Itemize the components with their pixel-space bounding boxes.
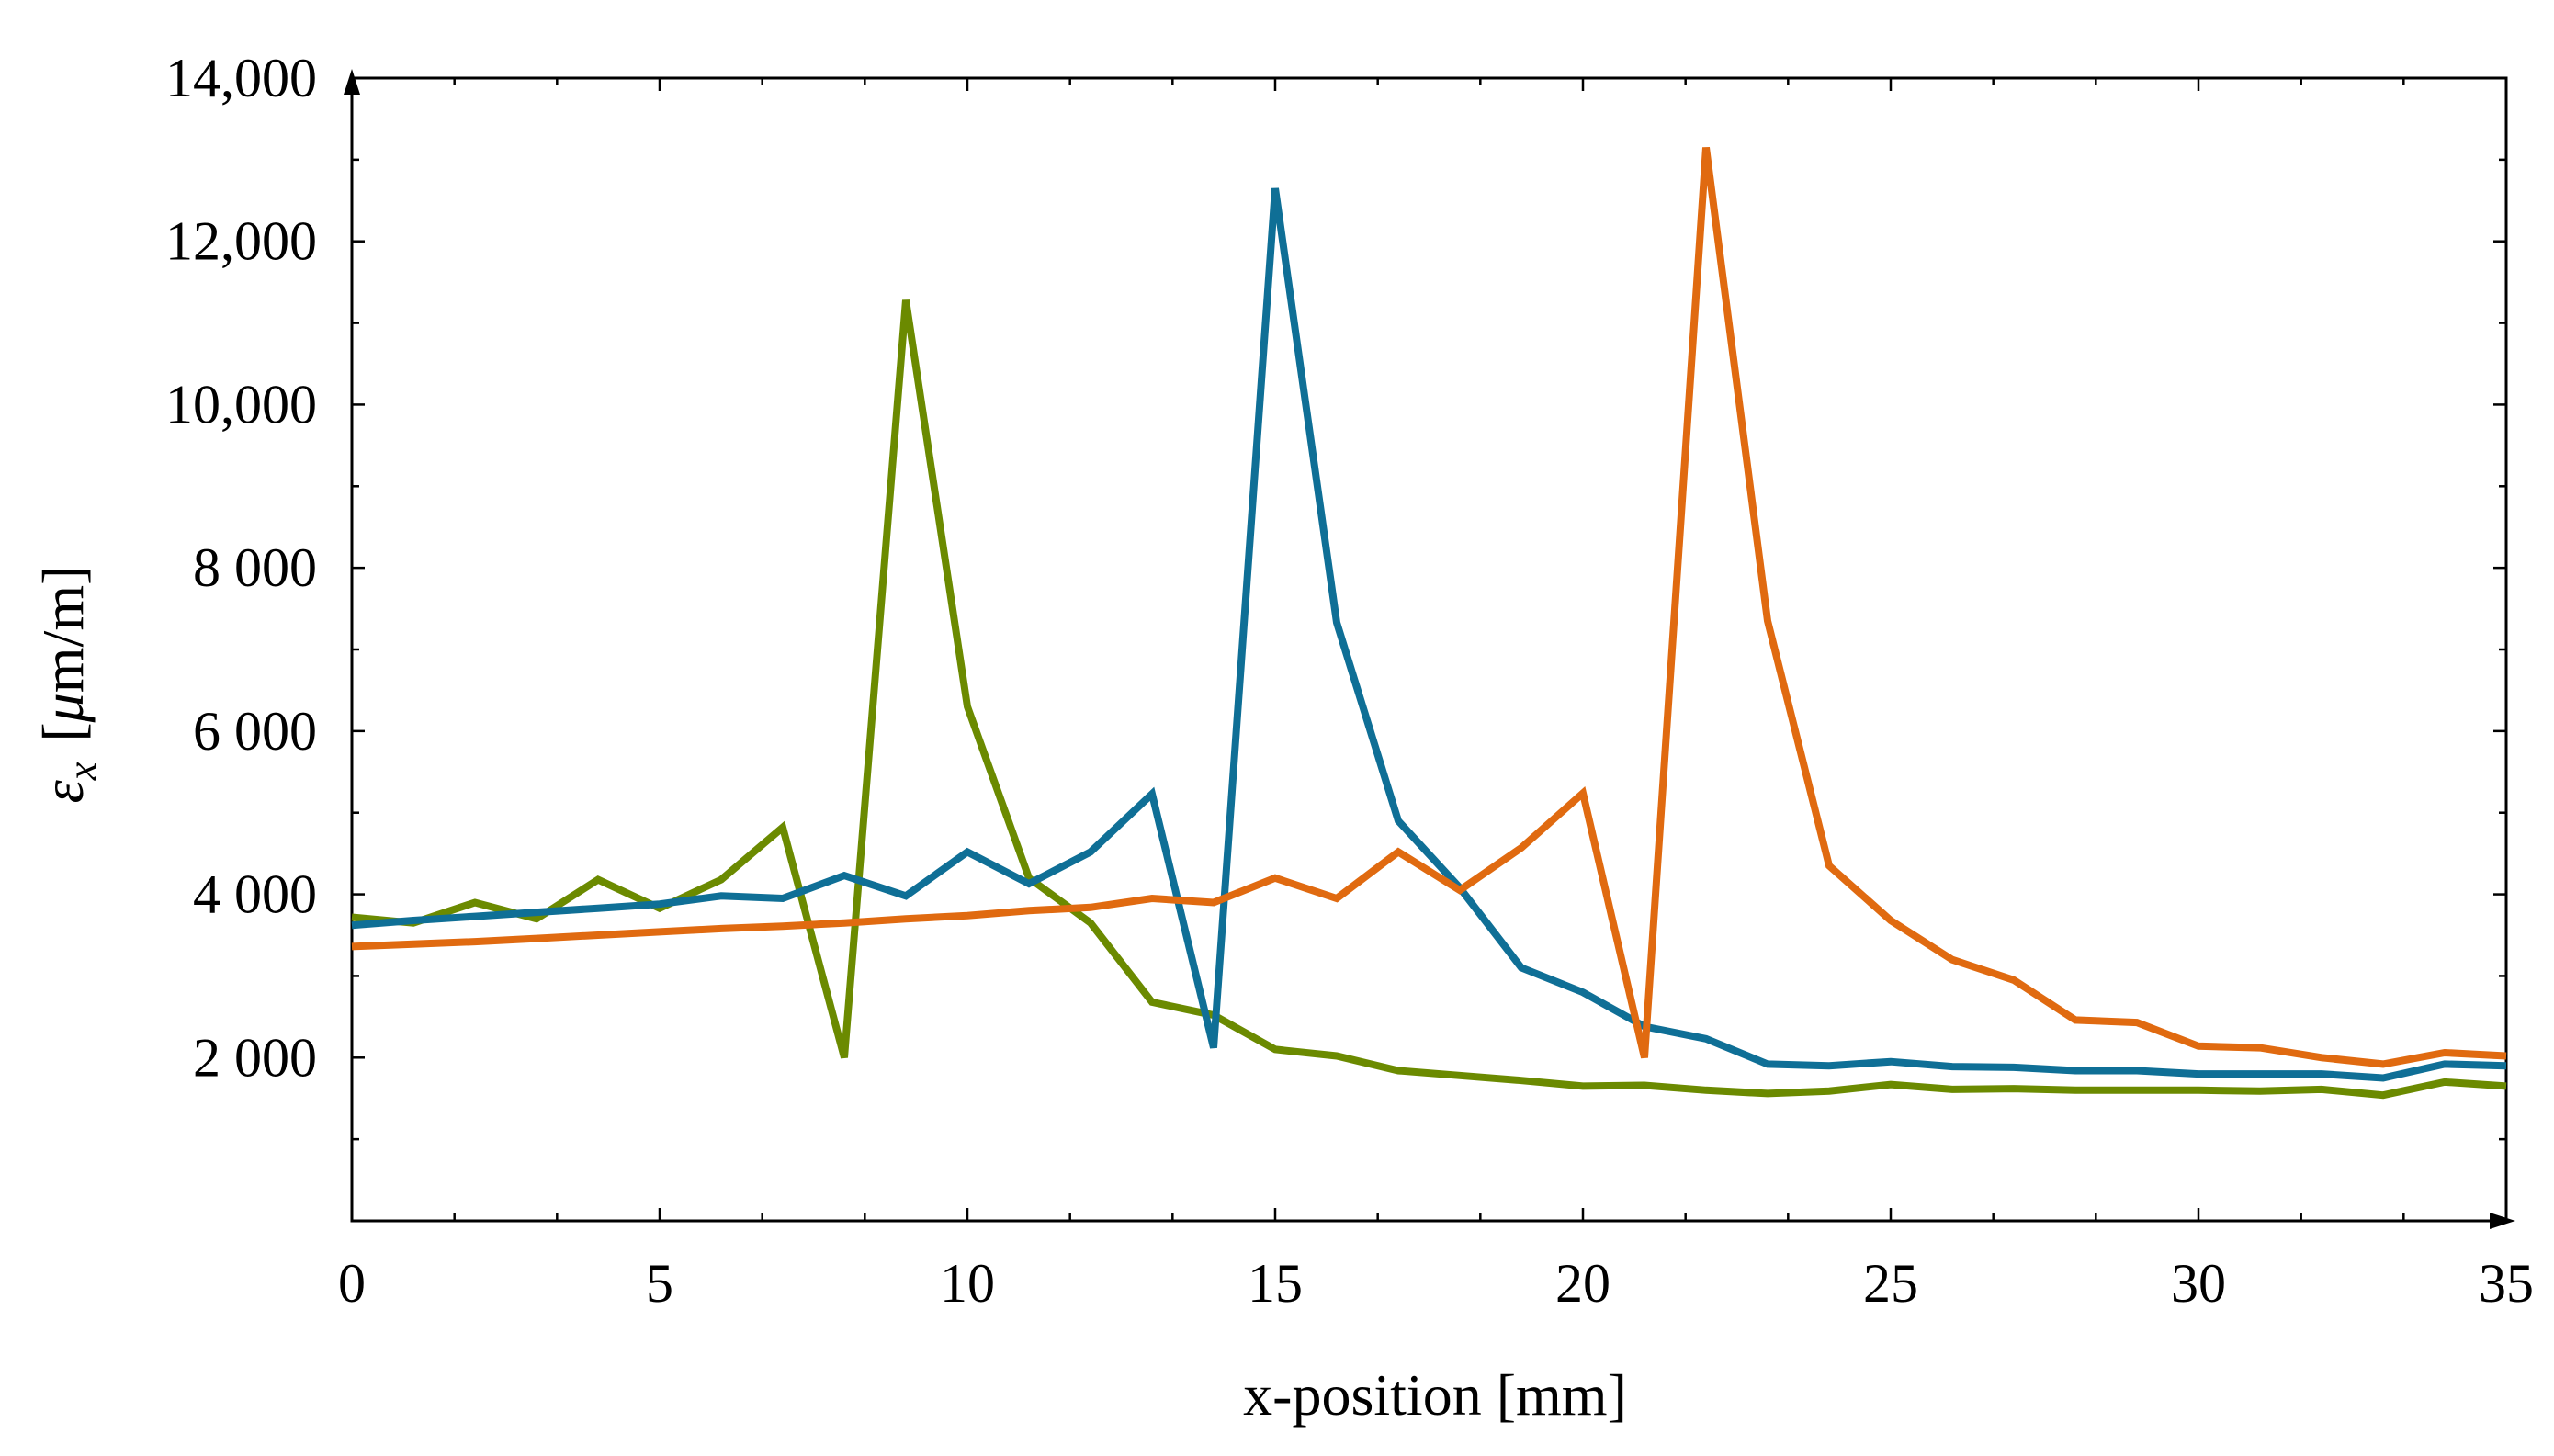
plot-frame xyxy=(350,76,2508,1223)
y-axis-title: εx [μm/m] xyxy=(30,566,105,804)
y-axis-mu: μ xyxy=(30,693,96,723)
x-tick-label: 10 xyxy=(940,1253,995,1314)
x-tick-label: 0 xyxy=(338,1253,366,1314)
y-tick-label: 12,000 xyxy=(165,211,317,272)
x-tick-label: 35 xyxy=(2479,1253,2534,1314)
series-line-blue xyxy=(351,187,2507,1082)
x-axis-ticks: 0 5 10 15 20 25 30 35 xyxy=(338,78,2534,1314)
y-axis-subscript: x xyxy=(60,762,105,781)
y-tick-label: 6 000 xyxy=(193,701,317,762)
series-layer xyxy=(351,146,2507,1100)
x-axis-title: x-position [mm] xyxy=(1243,1362,1627,1428)
y-tick-label: 4 000 xyxy=(193,864,317,925)
axis-arrows xyxy=(344,69,2515,1229)
y-tick-label: 14,000 xyxy=(165,48,317,108)
y-axis-unit: m/m xyxy=(30,585,96,693)
x-tick-label: 25 xyxy=(1863,1253,1918,1314)
y-tick-label: 8 000 xyxy=(193,537,317,598)
y-tick-label: 2 000 xyxy=(193,1027,317,1088)
x-tick-label: 20 xyxy=(1555,1253,1610,1314)
y-axis-bracket-close: ] xyxy=(30,566,96,585)
series-line-green xyxy=(351,299,2507,1100)
x-tick-label: 5 xyxy=(646,1253,673,1314)
y-axis-ticks: 2 000 4 000 6 000 8 000 10,000 12,000 14,000 xyxy=(165,48,2506,1141)
y-axis-symbol: ε xyxy=(30,779,96,803)
y-tick-label: 10,000 xyxy=(165,374,317,435)
plot-border xyxy=(350,76,2508,1223)
y-axis-bracket-open: [ xyxy=(30,722,96,741)
x-tick-label: 30 xyxy=(2171,1253,2226,1314)
x-tick-label: 15 xyxy=(1248,1253,1303,1314)
x-axis-arrow-icon xyxy=(2490,1213,2515,1229)
y-axis-arrow-icon xyxy=(344,69,360,95)
series-line-orange xyxy=(351,146,2507,1068)
